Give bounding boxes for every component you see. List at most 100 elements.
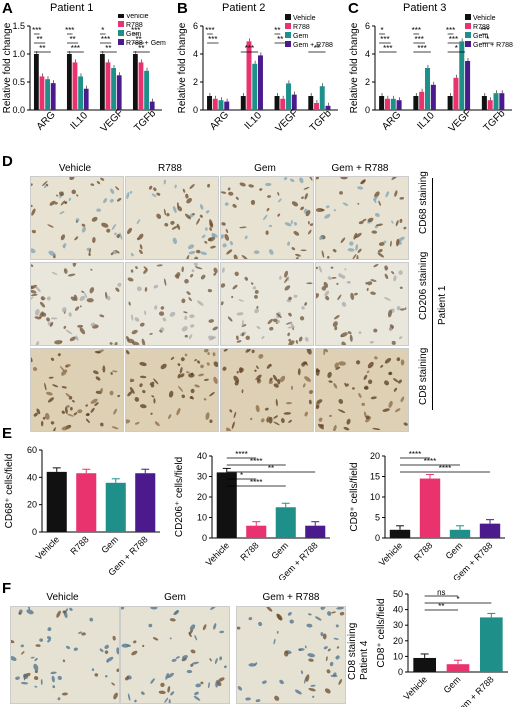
bar <box>218 100 224 110</box>
y-tick-label: 10 <box>370 492 380 502</box>
bar <box>258 55 263 110</box>
y-tick-label: 0 <box>375 533 380 543</box>
micrograph-tile <box>30 262 124 346</box>
legend-swatch <box>118 21 124 27</box>
sig-label: ** <box>438 602 444 611</box>
y-tick-label: 50 <box>393 589 403 599</box>
bar <box>216 472 237 538</box>
legend-entry: Gem <box>473 33 488 40</box>
micrograph-tile <box>315 262 409 346</box>
sig-label: **** <box>409 450 421 459</box>
x-tick-label: Gem <box>444 540 465 561</box>
sig-label: **** <box>439 464 451 473</box>
bar <box>319 86 325 110</box>
bar <box>481 96 487 110</box>
legend-swatch <box>465 23 471 29</box>
bar <box>480 617 503 672</box>
legend-entry: Gem <box>293 33 308 40</box>
y-axis-label: Relative fold change <box>349 22 360 113</box>
bar <box>240 96 246 110</box>
micrograph-tile <box>30 348 124 432</box>
y-tick-label: 10 <box>393 651 403 661</box>
y-tick-label: 5 <box>375 513 380 523</box>
sig-label: *** <box>412 26 421 35</box>
y-tick-label: 40 <box>393 605 403 615</box>
sig-label: *** <box>131 26 140 35</box>
micrograph-tile <box>220 176 314 260</box>
sig-label: * <box>486 35 489 44</box>
x-tick-label: Gem <box>442 674 463 695</box>
bar <box>99 54 105 110</box>
sig-label: *** <box>205 26 214 35</box>
x-tick-label: TGFb <box>132 108 158 134</box>
legend-swatch <box>465 32 471 38</box>
x-tick-label: IL10 <box>243 110 265 132</box>
legend-entry: R788 <box>293 24 310 31</box>
y-axis-label: Relative fold change <box>2 22 13 113</box>
sig-label: ** <box>135 35 141 44</box>
x-tick-label: R788 <box>238 540 260 562</box>
sig-label: * <box>456 595 459 604</box>
micrograph-tile <box>10 606 120 704</box>
micrograph-tile <box>220 348 314 432</box>
y-tick-label: 4 <box>365 49 370 59</box>
bar <box>252 63 258 110</box>
legend-entry: Vehicle <box>126 14 149 20</box>
y-tick-label: 10 <box>197 513 207 523</box>
panel-label-f: F <box>2 580 12 597</box>
bar <box>390 98 396 110</box>
title-patient1: Patient 1 <box>50 2 94 14</box>
bar <box>246 525 267 538</box>
y-tick-label: 0.5 <box>12 77 25 87</box>
legend-swatch <box>285 41 291 47</box>
y-tick-label: 0 <box>365 105 370 115</box>
legend-swatch <box>285 23 291 29</box>
bar <box>224 101 230 110</box>
bar <box>419 91 425 110</box>
y-tick-label: 6 <box>365 21 370 31</box>
legend-entry: Gem <box>126 31 141 38</box>
bar <box>430 84 436 110</box>
f-col-gem: Gem <box>164 592 186 603</box>
sig-label: *** <box>417 44 426 53</box>
chart-e2: 0 10 20 30 40 CD206⁺ cells/field Vehicle R788 Ge… <box>174 450 330 580</box>
y-tick-label: 2 <box>193 77 198 87</box>
sig-label: *** <box>71 44 80 53</box>
micrograph-tile <box>30 176 124 260</box>
bar <box>83 88 89 110</box>
bar <box>314 103 319 110</box>
sig-label: ** <box>277 35 283 44</box>
x-tick-label: Gem <box>99 534 120 555</box>
bar <box>459 41 465 110</box>
legend-entry: Vehicle <box>293 15 316 22</box>
y-axis-label: CD68⁺ cells/field <box>4 454 15 529</box>
bar <box>419 478 441 538</box>
x-tick-label: VEGF <box>274 108 301 135</box>
bar <box>453 77 459 110</box>
x-tick-label: Vehicle <box>401 674 429 702</box>
y-tick-label: 0 <box>32 527 37 537</box>
bar <box>280 98 286 110</box>
legend-swatch <box>118 39 124 45</box>
sig-label: *** <box>449 35 458 44</box>
panel-label-c: C <box>348 0 359 17</box>
bar <box>274 96 280 110</box>
sig-label: *** <box>480 26 489 35</box>
bar <box>212 98 218 110</box>
sig-label: *** <box>32 26 41 35</box>
y-axis-label: CD206⁺ cells/field <box>174 457 185 537</box>
x-tick-label: Gem <box>269 540 290 561</box>
sig-label: *** <box>101 35 110 44</box>
bar <box>207 96 212 110</box>
bar <box>149 101 155 110</box>
panel-label-e: E <box>2 425 13 442</box>
sig-label: *** <box>446 26 455 35</box>
y-axis-label: Relative fold change <box>177 22 188 113</box>
y-tick-label: 30 <box>197 472 207 482</box>
y-tick-label: 4 <box>193 49 198 59</box>
micrograph-tile <box>236 606 346 704</box>
d-col-gem-r788: Gem + R788 <box>331 163 389 174</box>
bar <box>379 96 385 110</box>
legend-entry: R788 <box>126 22 143 29</box>
